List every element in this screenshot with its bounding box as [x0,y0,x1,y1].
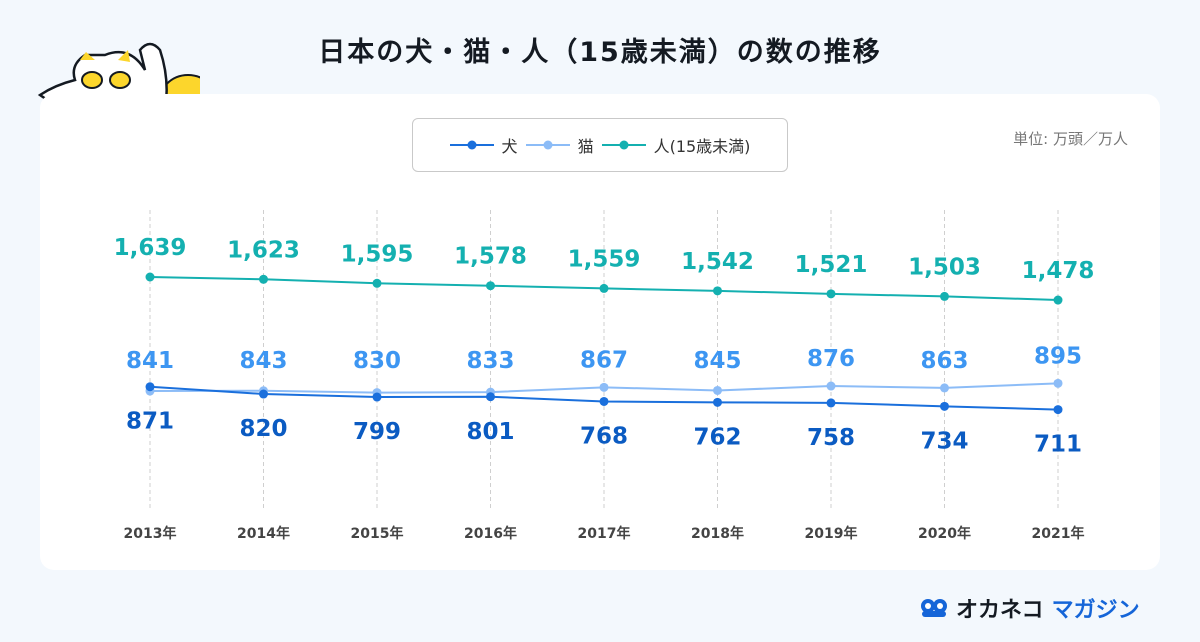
data-label: 1,542 [681,249,754,275]
data-label: 830 [353,348,401,374]
data-point [599,382,609,392]
brand-logo-icon [921,599,947,617]
data-label: 1,478 [1022,258,1095,284]
data-label: 758 [807,425,855,451]
data-point [599,283,609,293]
data-point [940,291,949,301]
data-point [259,389,268,399]
x-tick-label: 2014年 [237,525,290,542]
data-label: 863 [920,348,968,374]
data-point [599,396,609,406]
data-point [486,281,495,291]
x-tick-label: 2019年 [805,525,858,542]
data-point [145,382,155,392]
data-label: 1,503 [908,254,981,280]
legend-label: 犬 [501,137,518,156]
x-tick-label: 2016年 [464,525,517,542]
data-point [259,274,268,284]
data-point [826,381,836,391]
brand-name-part1: オカネコ [956,598,1044,623]
data-label: 799 [353,419,401,445]
data-point [145,272,155,282]
data-point [1053,378,1063,388]
data-label: 768 [580,423,628,449]
data-point [1053,405,1063,415]
chart-title: 日本の犬・猫・人（15歳未満）の数の推移 [318,37,882,68]
data-point [940,383,949,393]
data-label: 1,595 [341,241,414,267]
cat-line-marker-icon [525,140,570,150]
data-label: 871 [126,409,174,435]
legend-label: 人(15歳未満) [653,137,751,156]
data-label: 845 [693,348,741,374]
data-label: 833 [466,348,514,374]
brand-name-part2: マガジン [1051,598,1140,623]
data-point [372,278,382,288]
data-label: 734 [920,428,968,454]
data-point [940,401,949,411]
data-point [486,392,495,402]
x-tick-label: 2021年 [1032,525,1085,542]
legend-item-dog: 犬 [449,133,518,157]
data-label: 1,639 [114,235,187,261]
dog-line-marker-icon [449,140,494,150]
x-tick-label: 2018年 [691,525,744,542]
x-tick-label: 2015年 [351,525,404,542]
data-label: 801 [466,419,514,445]
data-point [713,286,722,296]
unit-label: 単位: 万頭／万人 [1013,130,1128,148]
data-label: 1,578 [454,244,527,270]
data-label: 843 [239,348,287,374]
data-point [713,397,722,407]
data-label: 1,559 [568,246,641,272]
data-point [826,398,836,408]
data-point [372,392,382,402]
legend-item-people: 人(15歳未満) [601,133,751,157]
x-tick-label: 2013年 [124,525,177,542]
data-label: 895 [1034,343,1082,369]
x-tick-label: 2017年 [578,525,631,542]
data-label: 711 [1034,432,1082,458]
data-label: 876 [807,346,855,372]
data-label: 867 [580,347,628,373]
brand-logo: オカネコ マガジン [920,592,1140,624]
data-point [1053,295,1063,305]
data-label: 841 [126,348,174,374]
data-label: 762 [693,424,741,450]
legend-item-cat: 猫 [525,133,594,157]
legend-label: 猫 [577,137,594,156]
people-line-marker-icon [601,140,646,150]
chart-card [40,94,1160,570]
chart-legend: 犬 猫 人(15歳未満) [412,118,788,172]
data-point [826,289,836,299]
data-label: 820 [239,416,287,442]
x-tick-label: 2020年 [918,525,971,542]
data-label: 1,623 [227,237,300,263]
data-point [713,385,722,395]
data-label: 1,521 [795,252,868,278]
